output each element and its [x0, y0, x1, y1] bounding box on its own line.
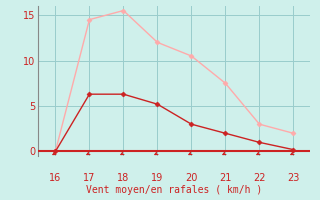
X-axis label: Vent moyen/en rafales ( km/h ): Vent moyen/en rafales ( km/h ): [86, 185, 262, 195]
